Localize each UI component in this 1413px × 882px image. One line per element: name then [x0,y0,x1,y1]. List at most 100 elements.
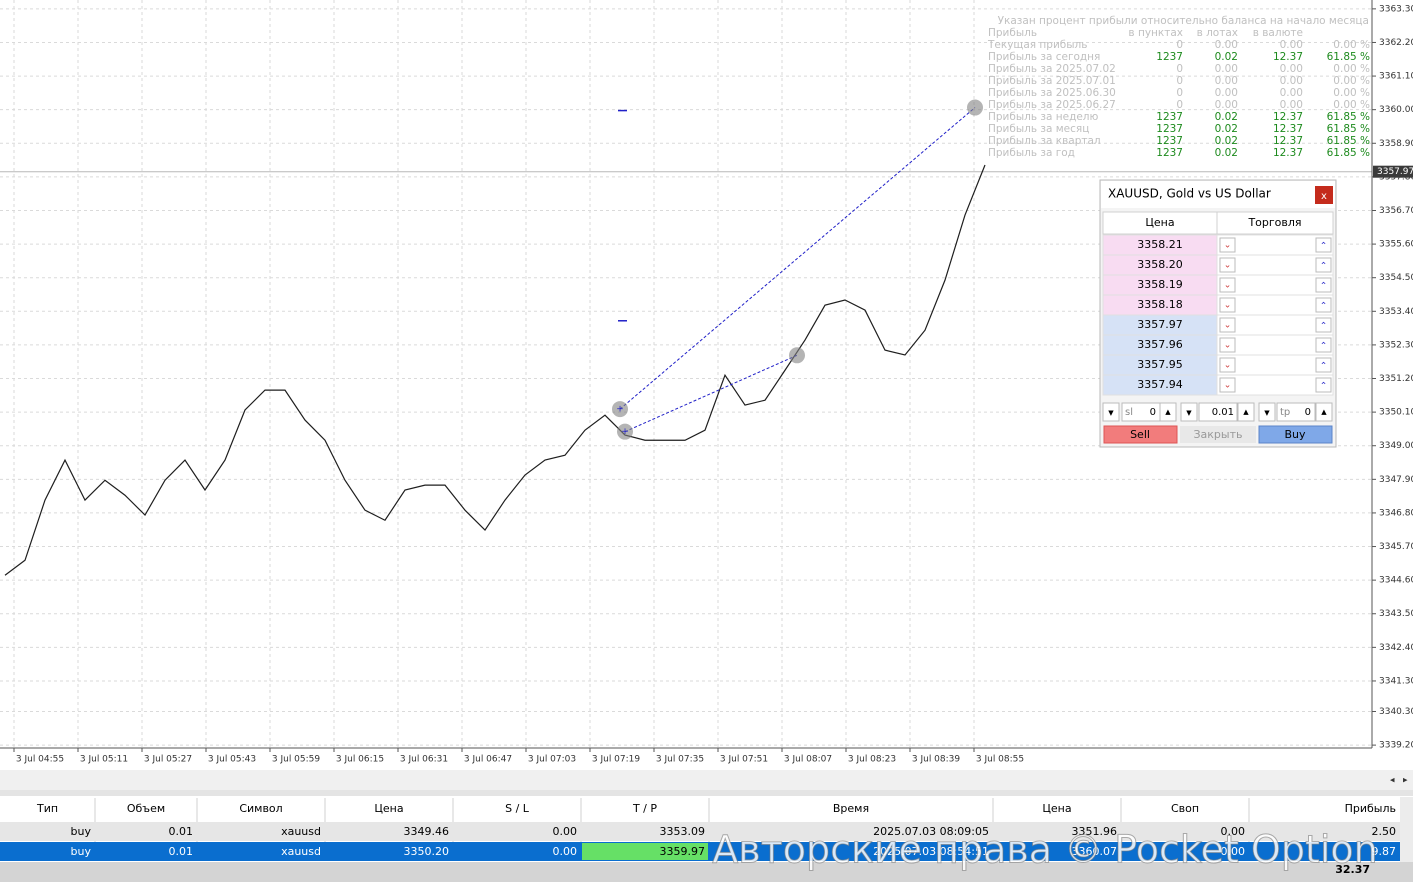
profit-cell: 1237 [1156,111,1183,123]
trade-lines: ++ [612,99,983,440]
sell-arrow[interactable] [1219,257,1236,273]
x-tick-label: 3 Jul 07:19 [592,755,641,765]
x-tick-label: 3 Jul 07:51 [720,755,768,765]
profit-cell: 0.00 [1215,87,1238,99]
orders-cell: xauusd [281,825,321,838]
orders-header: T / P [632,802,657,815]
profit-cell: 1237 [1156,51,1183,63]
price-value: 3358.19 [1137,278,1183,291]
profit-cell: Текущая прибыль [987,39,1087,51]
profit-cell: 12.37 [1273,111,1303,123]
sell-arrow[interactable] [1219,377,1236,393]
y-tick-label: 3351.20 [1379,374,1413,384]
sell-arrow[interactable] [1219,297,1236,313]
profit-cell: Прибыль за месяц [988,123,1089,135]
sell-arrow[interactable] [1219,277,1236,293]
profit-cell: 0 [1176,99,1183,111]
scroll-right[interactable]: ▸ [1403,776,1408,786]
buy-label[interactable]: Buy [1284,428,1306,441]
buy-arrow[interactable] [1315,377,1332,393]
sell-arrow[interactable] [1219,317,1236,333]
profit-cell: Прибыль за неделю [988,111,1098,123]
x-tick-label: 3 Jul 06:47 [464,755,512,765]
orders-cell: 0.00 [1221,845,1246,858]
profit-cell: 0.00 % [1333,75,1370,87]
trade-cell [1216,374,1334,396]
profit-cell: 61.85 % [1327,147,1370,159]
sell-button[interactable] [1103,425,1178,444]
scrollbar[interactable] [0,770,1413,790]
close-position-label[interactable]: Закрыть [1194,428,1243,441]
profit-cell: 12.37 [1273,147,1303,159]
buy-arrow[interactable] [1315,257,1332,273]
buy-arrow[interactable] [1315,337,1332,353]
profit-cell: 1237 [1156,147,1183,159]
x-tick-label: 3 Jul 07:03 [528,755,576,765]
orders-scrollbar[interactable] [1400,797,1413,862]
buy-arrow[interactable] [1315,237,1332,253]
profit-cell: 0.02 [1215,147,1238,159]
profit-cell: 0.00 % [1333,63,1370,75]
profit-note: Указан процент прибыли относительно бала… [998,15,1369,27]
buy-arrow[interactable] [1315,317,1332,333]
sell-arrow-icon: ⌄ [1224,361,1232,371]
y-tick-label: 3345.70 [1379,542,1413,552]
sl-up[interactable] [1159,402,1177,422]
orders-cell: 0.01 [169,825,194,838]
profit-cell: 0.02 [1215,135,1238,147]
x-tick-label: 3 Jul 05:43 [208,755,256,765]
price-value: 3358.20 [1137,258,1183,271]
panel-header [1102,211,1334,235]
profit-cell: 1237 [1156,123,1183,135]
trade-open-marker [612,401,628,418]
orders-cell: 3349.46 [404,825,450,838]
orders-header: Тип [36,802,58,815]
orders-row[interactable] [0,822,1400,841]
sell-arrow[interactable] [1219,237,1236,253]
sell-arrow-icon: ⌄ [1224,301,1232,311]
close-button-label[interactable]: x [1321,191,1327,202]
lot-up[interactable] [1237,402,1255,422]
buy-arrow[interactable] [1315,277,1332,293]
orders-table: Тип Объем Символ Цена S / L T / P Время Цена Сво… [0,797,1413,882]
orders-footer [0,862,1413,882]
arrow: ▲ [1243,408,1249,416]
orders-cell: 3351.96 [1072,825,1118,838]
scroll-left[interactable]: ◂ [1390,776,1395,786]
profit-cell: 0.00 % [1333,99,1370,111]
profit-cell: 0 [1176,87,1183,99]
orders-cell: 0.00 [553,825,578,838]
lot-input[interactable] [1198,402,1238,422]
profit-cell: Прибыль за 2025.07.01 [988,75,1116,87]
close-button[interactable] [1315,186,1333,204]
buy-arrow[interactable] [1315,357,1332,373]
buy-arrow[interactable] [1315,297,1332,313]
y-tick-label: 3358.90 [1379,139,1413,149]
tp-up[interactable] [1315,402,1333,422]
profit-header: в пунктах [1128,27,1183,39]
y-tick-label: 3355.60 [1379,240,1413,250]
sl-down[interactable] [1102,402,1120,422]
tp-input[interactable] [1276,402,1316,422]
orders-header: Символ [239,802,282,815]
profit-cell: 0.00 [1215,99,1238,111]
buy-button[interactable] [1258,425,1333,444]
profit-cell: 61.85 % [1327,111,1370,123]
sell-label[interactable]: Sell [1130,428,1150,441]
sell-arrow[interactable] [1219,357,1236,373]
orders-cell: buy [71,845,92,858]
tp-label: tp [1280,407,1290,418]
buy-arrow-icon: ⌃ [1320,242,1328,252]
y-tick-label: 3343.50 [1379,609,1413,619]
y-tick-label: 3353.40 [1379,307,1413,317]
orders-cell: 2.50 [1372,825,1397,838]
arrow: ▼ [1186,409,1192,417]
lot-down[interactable] [1180,402,1198,422]
close-position-button[interactable] [1180,426,1256,443]
sell-arrow[interactable] [1219,337,1236,353]
profit-cell: 0.00 [1280,39,1303,51]
tp-down[interactable] [1258,402,1276,422]
trade-open-cross: + [616,405,624,415]
trade-line [624,354,798,433]
